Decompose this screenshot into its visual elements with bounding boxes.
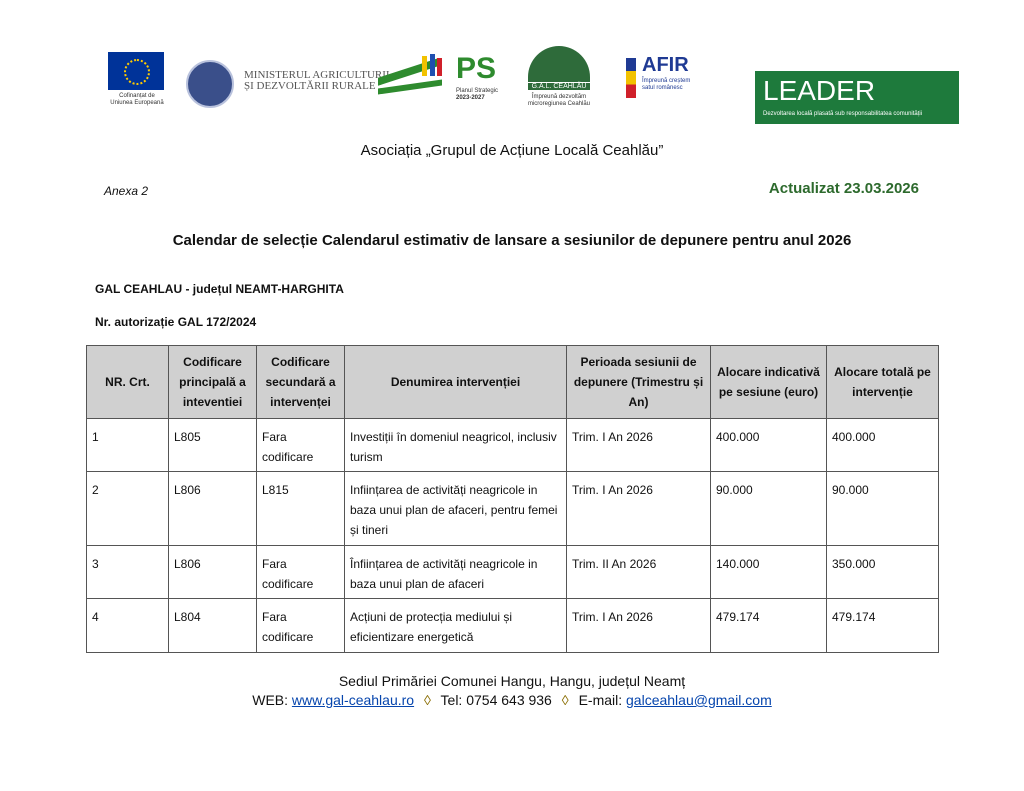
header-session-period: Perioada sesiunii de depunere (Trimestru… xyxy=(566,345,711,419)
email-link[interactable]: galceahlau@gmail.com xyxy=(626,692,772,708)
updated-date: Actualizat 23.03.2026 xyxy=(768,180,919,197)
cell-total-allocation: 350.000 xyxy=(826,545,939,599)
cell-session-allocation: 90.000 xyxy=(710,471,827,546)
footer-contact: WEB: www.gal-ceahlau.ro ◊ Tel: 0754 643 … xyxy=(0,692,1024,708)
gal-ceahlau-logo: G.A.L. CEAHLĂU Împreună dezvoltăm microre… xyxy=(524,46,594,108)
cell-session-period: Trim. II An 2026 xyxy=(566,545,711,599)
table-row: 4 L804 Fara codificare Acțiuni de protecția… xyxy=(86,598,939,653)
cell-primary-code: L806 xyxy=(168,545,257,599)
cell-intervention-name: Acțiuni de protecția mediului și eficien… xyxy=(344,598,567,653)
phone-number: Tel: 0754 643 936 xyxy=(440,692,552,708)
header-total-allocation: Alocare totală pe intervenție xyxy=(826,345,939,419)
table-row: 3 L806 Fara codificare Înființarea de activ… xyxy=(86,545,939,599)
gal-county: GAL CEAHLAU - județul NEAMT-HARGHITA xyxy=(95,282,344,296)
cell-total-allocation: 479.174 xyxy=(826,598,939,653)
cell-secondary-code: Fara codificare xyxy=(256,545,345,599)
header-nr: NR. Crt. xyxy=(86,345,169,419)
header-intervention-name: Denumirea intervenției xyxy=(344,345,567,419)
sessions-table: NR. Crt. Codificare principală a inteven… xyxy=(86,345,939,653)
separator-icon: ◊ xyxy=(561,692,569,708)
cell-session-allocation: 140.000 xyxy=(710,545,827,599)
cell-session-allocation: 400.000 xyxy=(710,418,827,472)
cell-secondary-code: Fara codificare xyxy=(256,418,345,472)
cell-total-allocation: 400.000 xyxy=(826,418,939,472)
cell-secondary-code: L815 xyxy=(256,471,345,546)
table-row: 2 L806 L815 Inființarea de activități neagr… xyxy=(86,471,939,546)
page-title: Calendar de selecție Calendarul estimati… xyxy=(172,232,852,249)
cell-nr: 3 xyxy=(86,545,169,599)
table-header-row: NR. Crt. Codificare principală a inteven… xyxy=(86,345,939,419)
ministry-logo: MINISTERUL AGRICULTURII ȘI DEZVOLTĂRII RU… xyxy=(244,69,390,92)
separator-icon: ◊ xyxy=(423,692,431,708)
eu-logo: Cofinanțat de Uniunea Europeană xyxy=(108,52,166,107)
government-logo xyxy=(186,60,234,108)
cell-nr: 1 xyxy=(86,418,169,472)
cell-secondary-code: Fara codificare xyxy=(256,598,345,653)
header-primary-code: Codificare principală a inteventiei xyxy=(168,345,257,419)
leader-logo: LEADER Dezvoltarea locală plasată sub re… xyxy=(755,71,959,124)
header-secondary-code: Codificare secundară a intervenței xyxy=(256,345,345,419)
cell-session-period: Trim. I An 2026 xyxy=(566,418,711,472)
authorization-number: Nr. autorizație GAL 172/2024 xyxy=(95,315,257,329)
email-label: E-mail: xyxy=(578,692,623,708)
web-label: WEB: xyxy=(252,692,289,708)
annex-label: Anexa 2 xyxy=(104,184,149,198)
cell-nr: 2 xyxy=(86,471,169,546)
cell-primary-code: L806 xyxy=(168,471,257,546)
cell-intervention-name: Inființarea de activități neagricole in … xyxy=(344,471,567,546)
header-session-allocation: Alocare indicativă pe sesiune (euro) xyxy=(710,345,827,419)
cell-session-period: Trim. I An 2026 xyxy=(566,598,711,653)
footer-address: Sediul Primăriei Comunei Hangu, Hangu, j… xyxy=(338,673,686,689)
cell-session-allocation: 479.174 xyxy=(710,598,827,653)
ps-logo: PS Planul Strategic 2023-2027 xyxy=(378,52,503,106)
cell-total-allocation: 90.000 xyxy=(826,471,939,546)
cell-primary-code: L804 xyxy=(168,598,257,653)
cell-session-period: Trim. I An 2026 xyxy=(566,471,711,546)
cell-primary-code: L805 xyxy=(168,418,257,472)
website-link[interactable]: www.gal-ceahlau.ro xyxy=(291,692,415,708)
table-row: 1 L805 Fara codificare Investiții în domeni… xyxy=(86,418,939,472)
association-name: Asociația „Grupul de Acțiune Locală Ceah… xyxy=(360,142,664,159)
cell-intervention-name: Înființarea de activități neagricole in … xyxy=(344,545,567,599)
cell-nr: 4 xyxy=(86,598,169,653)
cell-intervention-name: Investiții în domeniul neagricol, inclus… xyxy=(344,418,567,472)
